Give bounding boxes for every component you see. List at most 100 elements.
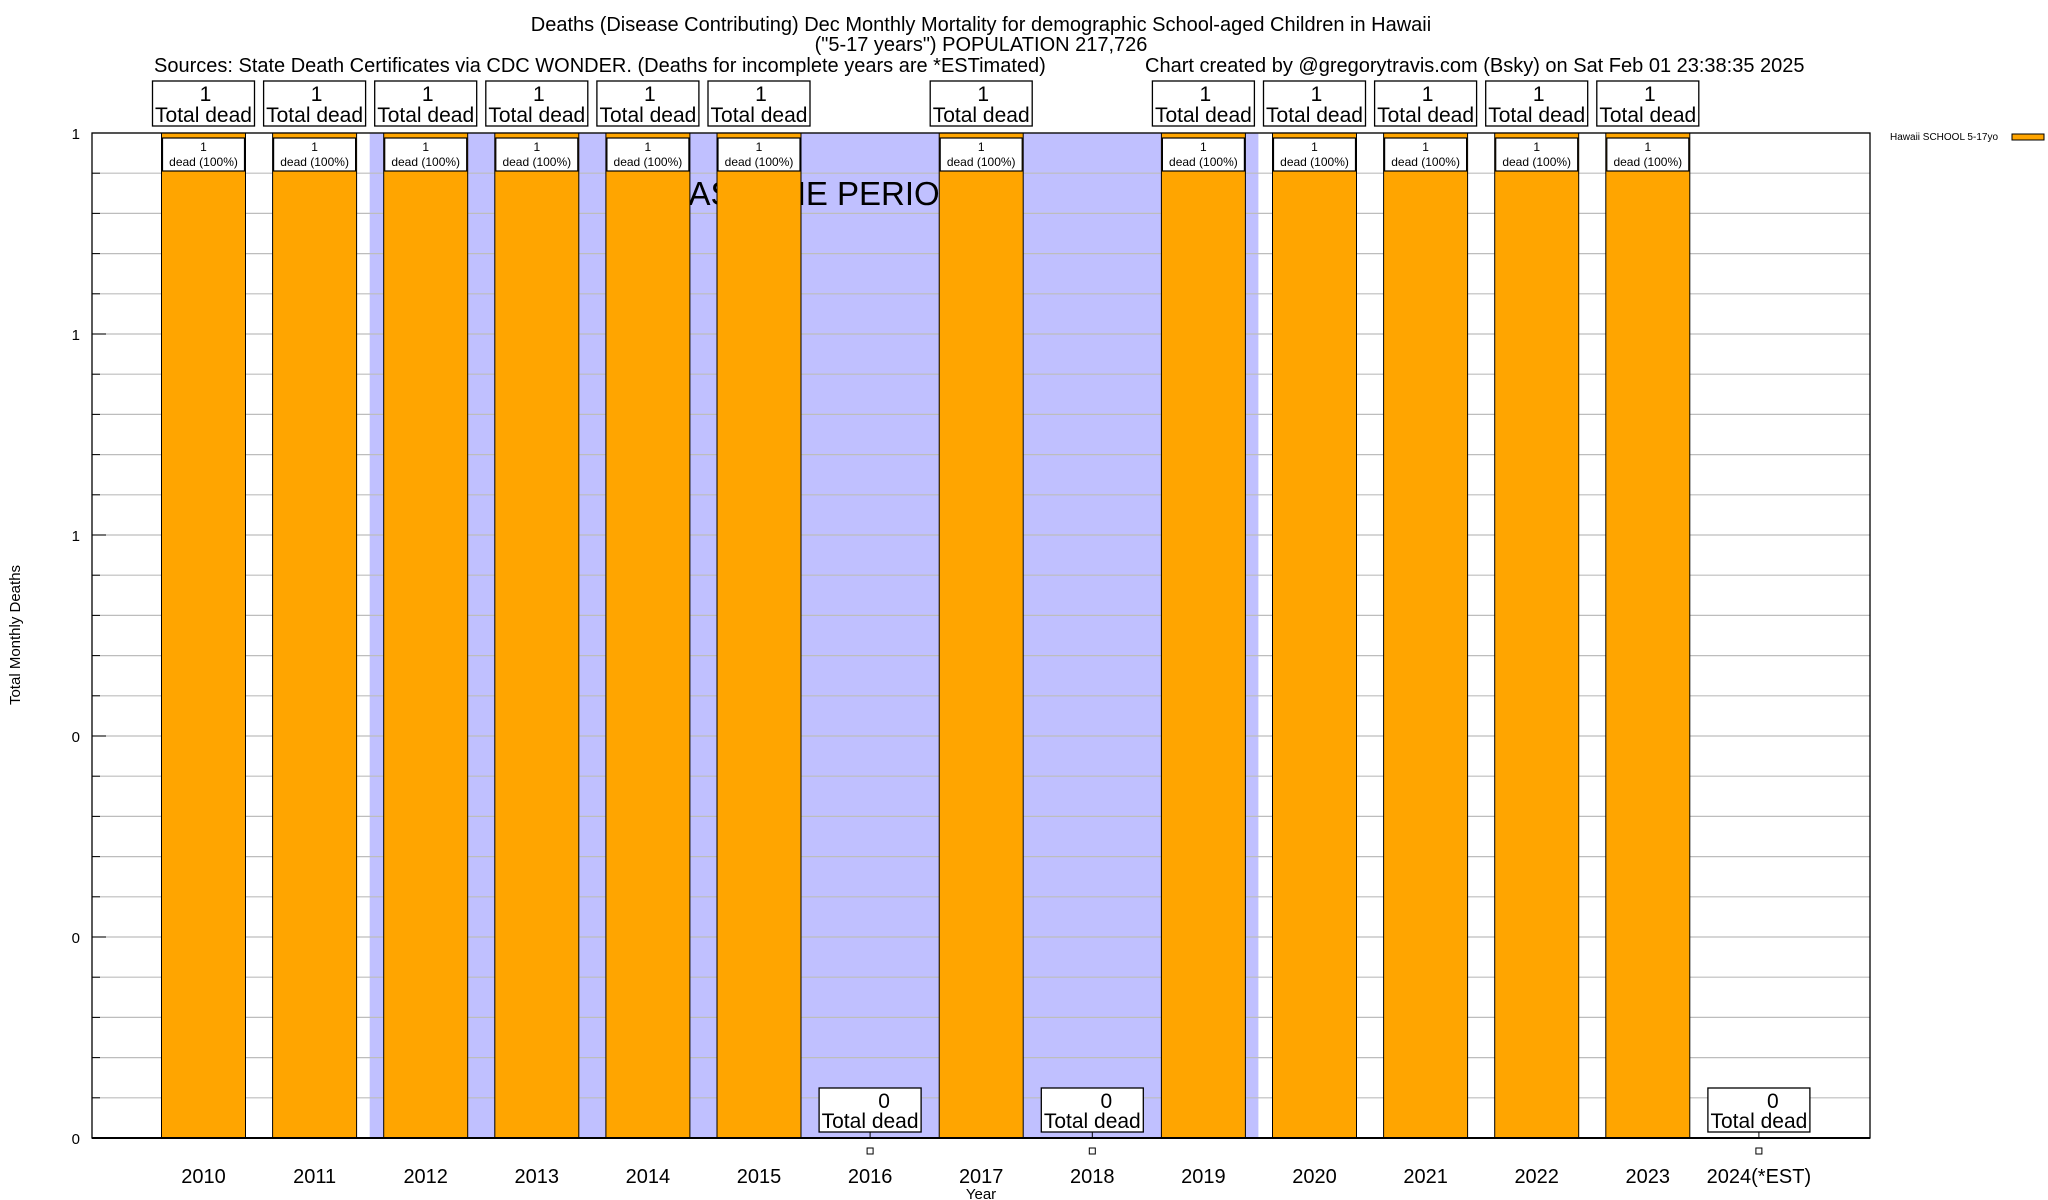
- total-label-text: Total dead: [155, 104, 252, 127]
- total-label-value: 1: [755, 83, 767, 106]
- bar-inner-label-box: [161, 137, 246, 172]
- total-label-text: Total dead: [377, 104, 474, 127]
- total-label-box: [929, 80, 1033, 127]
- zero-value-marker: [1088, 1147, 1096, 1155]
- bar-inner-label-text: dead (100%): [1280, 155, 1349, 169]
- x-axis-label: Year: [966, 1186, 996, 1200]
- chart-subtitle: ("5-17 years") POPULATION 217,726: [815, 34, 1148, 56]
- bar-2020: [1272, 132, 1357, 1139]
- chart-credit: Chart created by @gregorytravis.com (Bsk…: [1145, 55, 1805, 77]
- bar-inner-label-text: dead (100%): [1169, 155, 1238, 169]
- bar-inner-label-box: [384, 137, 468, 172]
- bar-inner-label-box: [1606, 137, 1690, 172]
- total-label-box: [1596, 80, 1700, 127]
- bar-inner-label-box: [1272, 137, 1357, 172]
- x-tick-label: 2022: [1514, 1166, 1559, 1188]
- total-label-value: 1: [1533, 83, 1545, 106]
- total-label-box: [707, 80, 811, 127]
- total-label-text: Total dead: [933, 104, 1030, 127]
- total-label-value: 1: [1311, 83, 1323, 106]
- total-label-box: [485, 80, 589, 127]
- bar-inner-label-box: [1161, 137, 1246, 172]
- bar-inner-label-box: [606, 137, 690, 172]
- total-label-box: [1151, 80, 1256, 127]
- total-label-box: [1485, 80, 1589, 127]
- bar-inner-label-text: dead (100%): [947, 155, 1016, 169]
- total-label-text: Total dead: [822, 1110, 919, 1133]
- bar-inner-label-value: 1: [756, 140, 763, 154]
- bar-inner-label-value: 1: [645, 140, 652, 154]
- total-label-value: 0: [878, 1090, 890, 1113]
- bar-2015: [716, 132, 802, 1139]
- bar-inner-label-value: 1: [533, 140, 540, 154]
- total-label-value: 0: [1767, 1090, 1779, 1113]
- y-tick-label: 1: [72, 528, 80, 545]
- bar-inner-label-text: dead (100%): [725, 155, 794, 169]
- zero-value-marker: [1755, 1147, 1763, 1155]
- bar-inner-label-text: dead (100%): [614, 155, 683, 169]
- bar-inner-label-value: 1: [200, 140, 207, 154]
- chart-title: Deaths (Disease Contributing) Dec Monthl…: [531, 14, 1431, 36]
- x-tick-label: 2010: [181, 1166, 226, 1188]
- x-tick-label: 2020: [1292, 1166, 1337, 1188]
- total-label-value: 1: [1422, 83, 1434, 106]
- bar-inner-label-box: [1383, 137, 1468, 172]
- bar-2017: [938, 132, 1024, 1139]
- total-label-box: [262, 80, 367, 127]
- bar-inner-label-value: 1: [1422, 140, 1429, 154]
- total-label-box: [596, 80, 700, 127]
- y-tick-label: 0: [72, 1131, 80, 1148]
- bar-2011: [272, 132, 358, 1139]
- bar-inner-label-value: 1: [978, 140, 985, 154]
- total-label-box: [818, 1087, 922, 1133]
- x-tick-label: 2019: [1181, 1166, 1226, 1188]
- bar-inner-label-text: dead (100%): [391, 155, 460, 169]
- total-label-text: Total dead: [1710, 1110, 1807, 1133]
- total-label-box: [1040, 1087, 1144, 1133]
- bar-2014: [605, 132, 691, 1139]
- bar-2021: [1383, 132, 1469, 1139]
- legend-label: Hawaii SCHOOL 5-17yo: [1890, 132, 1998, 143]
- total-label-value: 1: [533, 83, 545, 106]
- bar-inner-label-text: dead (100%): [502, 155, 571, 169]
- x-tick-label: 2012: [403, 1166, 448, 1188]
- x-tick-label: 2018: [1070, 1166, 1115, 1188]
- total-label-text: Total dead: [1377, 104, 1474, 127]
- bar-inner-label-value: 1: [422, 140, 429, 154]
- total-label-text: Total dead: [1599, 104, 1696, 127]
- x-tick-label: 2011: [293, 1166, 336, 1188]
- total-label-value: 1: [1644, 83, 1656, 106]
- total-label-box: [1262, 80, 1367, 127]
- x-tick-label: 2015: [737, 1166, 782, 1188]
- legend-swatch: [2011, 133, 2045, 141]
- bar-inner-label-value: 1: [1644, 140, 1651, 154]
- zero-value-marker: [866, 1147, 874, 1155]
- bar-inner-label-text: dead (100%): [1613, 155, 1682, 169]
- total-label-text: Total dead: [1266, 104, 1363, 127]
- bar-inner-label-value: 1: [1311, 140, 1318, 154]
- bar-inner-label-text: dead (100%): [169, 155, 238, 169]
- bar-inner-label-value: 1: [311, 140, 318, 154]
- bar-inner-label-value: 1: [1200, 140, 1207, 154]
- bar-inner-label-box: [273, 137, 357, 172]
- bar-inner-label-text: dead (100%): [1502, 155, 1571, 169]
- total-label-value: 1: [1200, 83, 1212, 106]
- bar-2019: [1160, 132, 1246, 1139]
- total-label-box: [1373, 80, 1478, 127]
- x-tick-label: 2014: [626, 1166, 671, 1188]
- bar-inner-label-box: [717, 137, 801, 172]
- total-label-value: 1: [977, 83, 989, 106]
- y-tick-label: 1: [72, 327, 80, 344]
- total-label-value: 1: [311, 83, 323, 106]
- bar-2012: [383, 132, 469, 1139]
- total-label-text: Total dead: [711, 104, 808, 127]
- chart-sources: Sources: State Death Certificates via CD…: [154, 55, 1046, 77]
- total-label-text: Total dead: [1488, 104, 1585, 127]
- bar-2013: [494, 132, 580, 1139]
- x-tick-label: 2021: [1403, 1166, 1448, 1188]
- x-tick-label: 2024(*EST): [1707, 1166, 1812, 1188]
- total-label-box: [374, 80, 478, 127]
- total-label-box: [1707, 1087, 1811, 1133]
- bar-2010: [161, 132, 246, 1139]
- bar-inner-label-text: dead (100%): [1391, 155, 1460, 169]
